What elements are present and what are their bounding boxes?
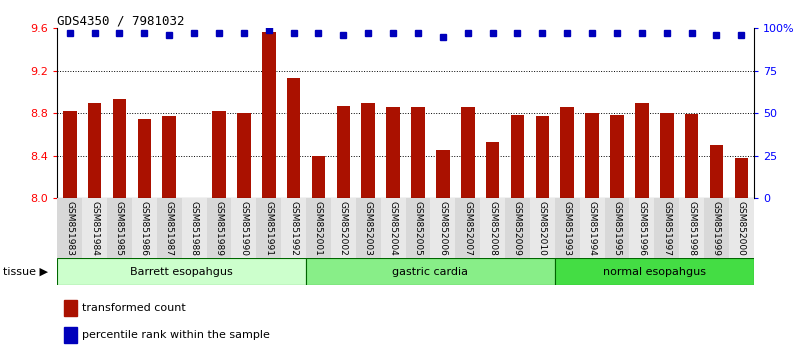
Text: gastric cardia: gastric cardia xyxy=(392,267,468,277)
Bar xyxy=(660,113,673,198)
Bar xyxy=(560,107,574,198)
Bar xyxy=(585,113,599,198)
Text: GSM851996: GSM851996 xyxy=(638,201,646,256)
Text: GSM852002: GSM852002 xyxy=(339,201,348,255)
Text: GSM851985: GSM851985 xyxy=(115,201,124,256)
Bar xyxy=(162,116,176,198)
Text: transformed count: transformed count xyxy=(82,303,185,313)
Bar xyxy=(337,106,350,198)
Bar xyxy=(306,258,555,285)
Bar xyxy=(380,198,406,258)
Text: GSM851983: GSM851983 xyxy=(65,201,74,256)
Bar xyxy=(635,103,649,198)
Text: GSM851999: GSM851999 xyxy=(712,201,721,256)
Text: percentile rank within the sample: percentile rank within the sample xyxy=(82,330,270,340)
Bar xyxy=(386,107,400,198)
Text: GSM851984: GSM851984 xyxy=(90,201,100,256)
Text: GSM852005: GSM852005 xyxy=(413,201,423,256)
Bar xyxy=(361,103,375,198)
Text: GSM851997: GSM851997 xyxy=(662,201,671,256)
Bar xyxy=(64,300,76,316)
Text: GSM852006: GSM852006 xyxy=(439,201,447,256)
Text: GSM852009: GSM852009 xyxy=(513,201,522,256)
Text: GDS4350 / 7981032: GDS4350 / 7981032 xyxy=(57,14,185,27)
Bar xyxy=(157,198,181,258)
Bar xyxy=(262,32,275,198)
Bar xyxy=(679,198,704,258)
Bar xyxy=(630,198,654,258)
Bar xyxy=(406,198,431,258)
Text: GSM851993: GSM851993 xyxy=(563,201,572,256)
Bar xyxy=(64,327,76,343)
Text: GSM851989: GSM851989 xyxy=(214,201,224,256)
Bar xyxy=(207,198,232,258)
Bar xyxy=(113,99,127,198)
Text: GSM852004: GSM852004 xyxy=(388,201,398,255)
Text: GSM851988: GSM851988 xyxy=(189,201,199,256)
Bar xyxy=(729,198,754,258)
Bar xyxy=(555,258,754,285)
Bar xyxy=(213,111,226,198)
Bar xyxy=(237,113,251,198)
Bar xyxy=(704,198,729,258)
Bar xyxy=(306,198,331,258)
Bar xyxy=(710,145,724,198)
Bar xyxy=(107,198,132,258)
Bar xyxy=(82,198,107,258)
Text: GSM851991: GSM851991 xyxy=(264,201,273,256)
Bar xyxy=(505,198,530,258)
Text: normal esopahgus: normal esopahgus xyxy=(603,267,706,277)
Bar xyxy=(735,158,748,198)
Bar xyxy=(331,198,356,258)
Bar xyxy=(412,107,425,198)
Bar xyxy=(63,111,76,198)
Bar xyxy=(138,119,151,198)
Bar xyxy=(685,114,698,198)
Bar xyxy=(287,78,300,198)
Bar xyxy=(88,103,101,198)
Text: GSM852000: GSM852000 xyxy=(737,201,746,256)
Text: GSM851987: GSM851987 xyxy=(165,201,174,256)
Bar xyxy=(461,107,474,198)
Text: GSM851992: GSM851992 xyxy=(289,201,298,256)
Text: GSM851986: GSM851986 xyxy=(140,201,149,256)
Text: Barrett esopahgus: Barrett esopahgus xyxy=(131,267,233,277)
Text: GSM852008: GSM852008 xyxy=(488,201,498,256)
Bar xyxy=(132,198,157,258)
Text: GSM852003: GSM852003 xyxy=(364,201,373,256)
Bar xyxy=(57,198,82,258)
Bar xyxy=(530,198,555,258)
Bar xyxy=(312,156,326,198)
Text: GSM852001: GSM852001 xyxy=(314,201,323,256)
Bar xyxy=(256,198,281,258)
Text: GSM852010: GSM852010 xyxy=(538,201,547,256)
Text: GSM852007: GSM852007 xyxy=(463,201,472,256)
Bar xyxy=(480,198,505,258)
Bar xyxy=(605,198,630,258)
Bar xyxy=(511,115,525,198)
Bar xyxy=(181,198,207,258)
Bar xyxy=(431,198,455,258)
Bar xyxy=(455,198,480,258)
Bar xyxy=(436,150,450,198)
Bar xyxy=(555,198,579,258)
Bar xyxy=(57,258,306,285)
Bar xyxy=(486,142,499,198)
Bar xyxy=(356,198,380,258)
Text: tissue ▶: tissue ▶ xyxy=(3,267,48,277)
Bar xyxy=(579,198,605,258)
Bar xyxy=(536,116,549,198)
Bar xyxy=(232,198,256,258)
Text: GSM851995: GSM851995 xyxy=(612,201,622,256)
Text: GSM851994: GSM851994 xyxy=(587,201,597,256)
Bar xyxy=(281,198,306,258)
Bar xyxy=(611,115,624,198)
Bar xyxy=(654,198,679,258)
Text: GSM851998: GSM851998 xyxy=(687,201,696,256)
Text: GSM851990: GSM851990 xyxy=(240,201,248,256)
